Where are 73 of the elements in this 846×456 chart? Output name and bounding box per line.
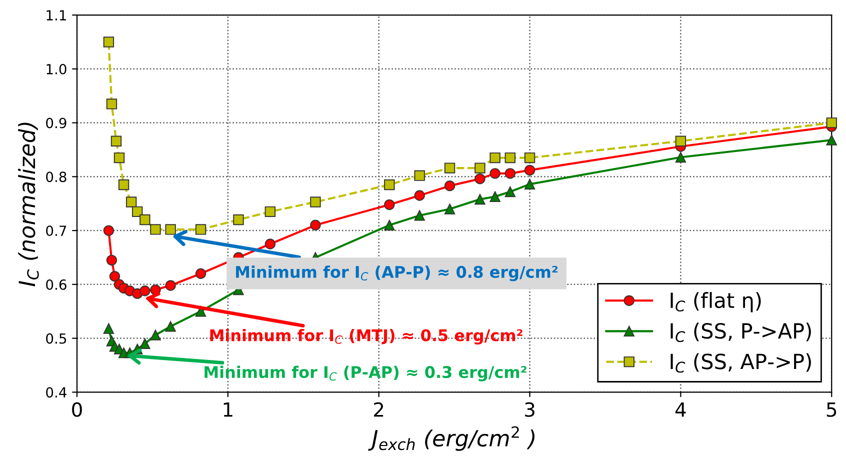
- point: [103, 36, 114, 48]
- point: [384, 199, 395, 210]
- point: [150, 330, 161, 340]
- point: [106, 98, 118, 110]
- point: [490, 152, 500, 164]
- point: [195, 268, 206, 279]
- y-tick-label: 1.1: [46, 10, 66, 20]
- point: [165, 321, 176, 332]
- point: [195, 224, 206, 235]
- point: [524, 164, 536, 176]
- legend-label: I$_{C}$ (SS, AP->P): [670, 353, 811, 373]
- point: [474, 162, 486, 174]
- point: [310, 196, 321, 208]
- y-tick-label: 0.4: [46, 387, 66, 398]
- x-tick-label: 0: [72, 402, 82, 417]
- point: [384, 179, 395, 190]
- point: [675, 136, 686, 146]
- legend-label: I$_{C}$ (flat η): [670, 292, 761, 312]
- y-tick-label: 1.0: [46, 64, 66, 74]
- point: [114, 152, 125, 164]
- point: [109, 270, 120, 282]
- y-tick-label: 0.9: [46, 118, 66, 128]
- legend-label: I$_{C}$ (SS, P->AP): [670, 322, 811, 342]
- point: [165, 224, 176, 235]
- point: [524, 152, 536, 164]
- point: [103, 225, 114, 236]
- point: [504, 186, 516, 198]
- point: [414, 170, 425, 181]
- point: [106, 254, 118, 266]
- point: [490, 191, 500, 202]
- point: [233, 214, 244, 226]
- point: [504, 168, 516, 179]
- point: [110, 136, 122, 146]
- y-tick-label: 0.5: [46, 333, 66, 344]
- point: [490, 168, 500, 179]
- point: [474, 194, 486, 205]
- point: [444, 180, 456, 192]
- point: [140, 338, 150, 350]
- x-tick-label: 2: [374, 402, 384, 417]
- y-tick-label: 0.6: [46, 279, 66, 290]
- point: [474, 173, 486, 184]
- point: [444, 204, 456, 214]
- point: [118, 179, 130, 190]
- point: [826, 117, 837, 128]
- point: [826, 134, 837, 146]
- x-tick-label: 4: [675, 402, 686, 417]
- point: [524, 178, 536, 190]
- point: [126, 196, 137, 208]
- x-tick-label: 1: [224, 402, 232, 417]
- point: [310, 220, 321, 230]
- point: [165, 280, 176, 291]
- point: [444, 162, 456, 174]
- y-axis-title: I$_{C}$ (normalized): [18, 122, 39, 286]
- point: [414, 190, 425, 201]
- point: [264, 206, 276, 218]
- point: [504, 152, 516, 164]
- y-tick-label: 0.7: [46, 226, 66, 236]
- point: [675, 152, 686, 163]
- point: [414, 210, 425, 221]
- point: [140, 214, 150, 226]
- x-axis-title: J$_{exch}$ (erg/cm$^{2}$ ): [368, 426, 534, 451]
- y-tick-label: 0.8: [46, 172, 66, 182]
- point: [140, 286, 150, 296]
- annotation: Minimum for I$_{C}$ (P-AP) ≈ 0.3 erg/cm²: [204, 366, 526, 382]
- point: [103, 323, 114, 334]
- point: [132, 206, 143, 218]
- point: [384, 220, 395, 230]
- point: [264, 238, 276, 250]
- point: [150, 224, 161, 235]
- x-tick-label: 3: [525, 402, 534, 417]
- annotation: Minimum for I$_{C}$ (MTJ) ≈ 0.5 erg/cm²: [210, 328, 522, 345]
- x-tick-label: 5: [826, 402, 836, 417]
- annotation: Minimum for I$_{C}$ (AP-P) ≈ 0.8 erg/cm²: [236, 266, 558, 282]
